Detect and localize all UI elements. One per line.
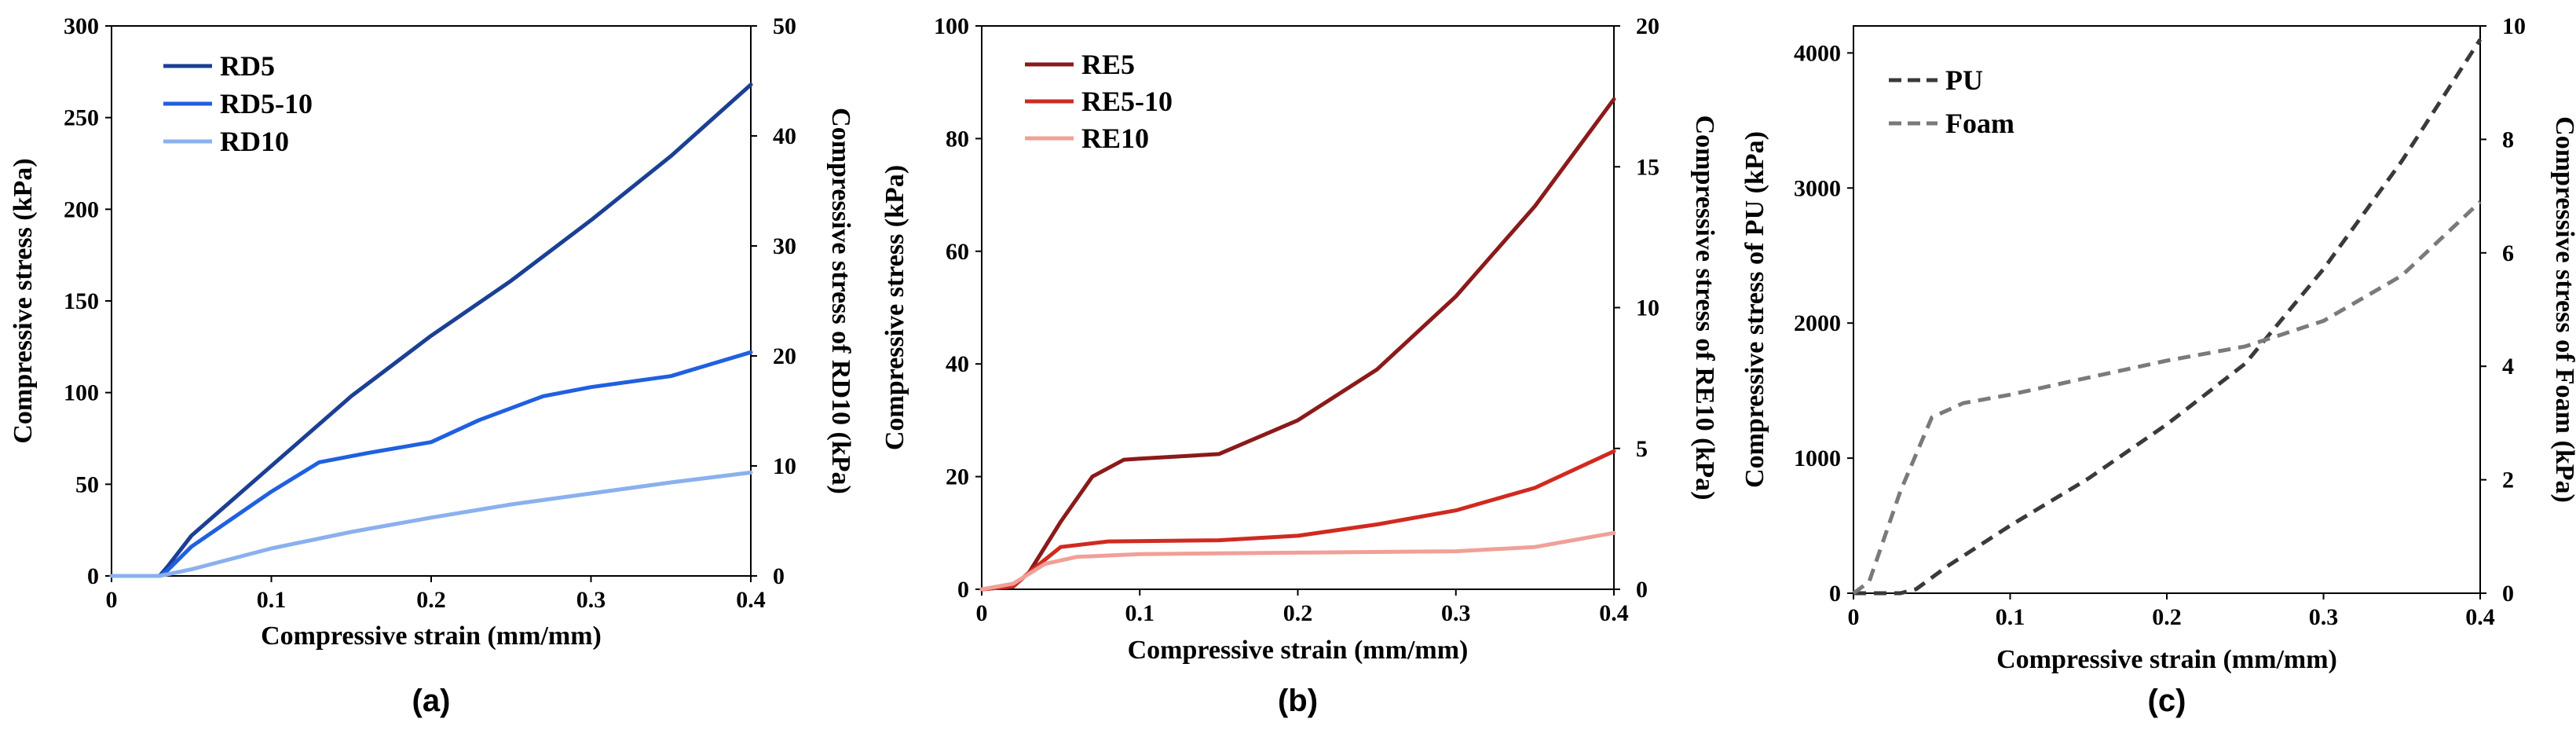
x-tick-label: 0.1 — [257, 587, 287, 613]
y-tick-label: 150 — [64, 288, 99, 314]
y-axis-label: Compressive stress of PU (kPa) — [1740, 131, 1769, 488]
legend-label-re5: RE5 — [1081, 49, 1135, 80]
y2-axis-label: Compressive stress of Foam (kPa) — [2550, 116, 2576, 503]
x-tick-label: 0.4 — [2465, 604, 2495, 630]
chart-panel-2: 0 0.1 0.2 0.3 0.4 0 20 40 60 80 100 0 5 10 15 20 Compres… — [880, 13, 1719, 718]
y-tick-label: 2000 — [1794, 310, 1841, 336]
x-tick-label: 0 — [976, 600, 988, 626]
y2-tick-label: 0 — [1636, 577, 1648, 603]
x-tick-label: 0.3 — [1441, 600, 1471, 626]
series-line-rd5 — [109, 82, 753, 578]
y-tick-label: 1000 — [1794, 446, 1841, 471]
x-tick-label: 0.4 — [736, 587, 766, 613]
y-tick-label: 4000 — [1794, 40, 1841, 66]
y2-tick-label: 6 — [2502, 240, 2514, 266]
series-line-re5 — [979, 97, 1616, 592]
y2-tick-label: 40 — [773, 123, 796, 149]
panel-label: (b) — [1278, 684, 1318, 718]
panel-label: (c) — [2148, 684, 2186, 718]
y-tick-label: 50 — [75, 471, 99, 497]
y2-tick-label: 0 — [2502, 581, 2514, 607]
y-tick-label: 0 — [957, 577, 969, 603]
y-tick-label: 3000 — [1794, 175, 1841, 201]
x-axis-label: Compressive strain (mm/mm) — [1996, 645, 2337, 674]
x-tick-label: 0.2 — [1283, 600, 1313, 626]
panel-label: (a) — [412, 684, 451, 718]
chart-panel-3: 0 0.1 0.2 0.3 0.4 0 1000 2000 3000 4000 0 2 4 6 8 10 Com… — [1740, 13, 2576, 718]
y2-axis-label: Compressive stress of RE10 (kPa) — [1690, 116, 1719, 500]
y2-tick-label: 50 — [773, 13, 796, 39]
series-line-re5-10 — [979, 449, 1616, 592]
x-axis-label: Compressive strain (mm/mm) — [1128, 636, 1469, 665]
y-tick-label: 200 — [64, 196, 99, 222]
x-tick-label: 0.3 — [2309, 604, 2339, 630]
x-tick-label: 0 — [1848, 604, 1860, 630]
y-tick-label: 0 — [1829, 581, 1841, 607]
legend-label-foam: Foam — [1945, 108, 2014, 139]
legend-label-rd5-10: RD5-10 — [220, 88, 313, 119]
y2-tick-label: 10 — [1636, 295, 1659, 321]
series-line-rd5-10 — [109, 350, 753, 578]
x-tick-label: 0.1 — [1125, 600, 1155, 626]
y2-tick-label: 10 — [773, 453, 796, 479]
y2-axis-label: Compressive stress of RD10 (kPa) — [826, 108, 855, 494]
x-tick-label: 0.2 — [2152, 604, 2182, 630]
y2-tick-label: 4 — [2502, 354, 2514, 380]
y2-tick-label: 5 — [1636, 436, 1648, 462]
series-line-foam — [1852, 200, 2482, 596]
x-tick-label: 0.2 — [416, 587, 446, 613]
x-tick-label: 0.4 — [1599, 600, 1629, 626]
y-tick-label: 80 — [946, 126, 969, 152]
y2-tick-label: 20 — [1636, 13, 1659, 39]
y2-tick-label: 10 — [2502, 13, 2526, 39]
y2-tick-label: 30 — [773, 233, 796, 259]
x-tick-label: 0.3 — [576, 587, 606, 613]
legend-label-re10: RE10 — [1081, 123, 1149, 154]
y2-tick-label: 0 — [773, 563, 785, 589]
y2-tick-label: 2 — [2502, 468, 2514, 493]
x-axis-label: Compressive strain (mm/mm) — [261, 622, 602, 651]
legend-label-rd5: RD5 — [220, 50, 275, 82]
y-tick-label: 60 — [946, 239, 969, 265]
y-tick-label: 250 — [64, 105, 99, 131]
series-line-re10 — [979, 530, 1616, 592]
legend-label-pu: PU — [1945, 64, 1983, 96]
chart-panel-1: 0 0.1 0.2 0.3 0.4 0 50 100 150 200 250 300 0 10 20 30 40… — [9, 13, 855, 718]
legend: PU Foam — [1889, 64, 2014, 139]
x-tick-label: 0 — [106, 587, 118, 613]
legend: RE5 RE5-10 RE10 — [1025, 49, 1173, 154]
legend: RD5 RD5-10 RD10 — [163, 50, 313, 157]
legend-label-re5-10: RE5-10 — [1081, 86, 1173, 117]
y-tick-label: 100 — [64, 380, 99, 406]
y-tick-label: 20 — [946, 464, 969, 490]
y-tick-label: 40 — [946, 351, 969, 377]
plot-frame — [111, 25, 752, 577]
plot-frame — [981, 25, 1615, 590]
y-axis-label: Compressive stress (kPa) — [9, 158, 38, 443]
series-line-rd10 — [109, 470, 753, 578]
series-line-pu — [1853, 38, 2483, 596]
y-tick-label: 100 — [934, 13, 969, 39]
x-tick-label: 0.1 — [1996, 604, 2025, 630]
y2-tick-label: 8 — [2502, 126, 2514, 152]
y-tick-label: 0 — [87, 563, 99, 589]
y2-tick-label: 15 — [1636, 154, 1659, 180]
y-tick-label: 300 — [64, 13, 99, 39]
y-axis-label: Compressive stress (kPa) — [880, 165, 909, 450]
legend-label-rd10: RD10 — [220, 126, 289, 157]
y2-tick-label: 20 — [773, 343, 796, 369]
